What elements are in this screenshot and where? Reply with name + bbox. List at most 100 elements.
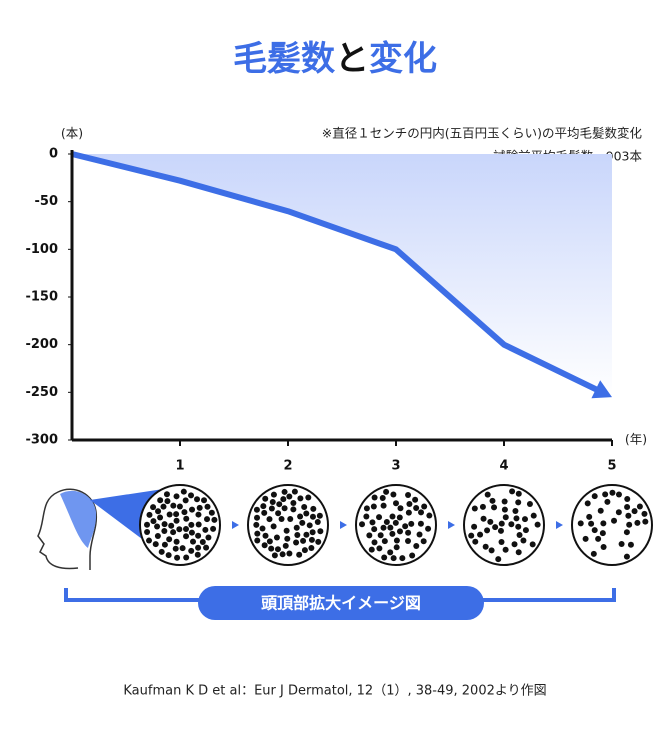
hair-dot: [534, 521, 541, 528]
hair-dot: [286, 550, 293, 557]
line: [71, 151, 605, 396]
hair-dot: [405, 492, 412, 499]
hair-dot: [516, 532, 523, 539]
hair-dot: [176, 503, 183, 510]
hair-dot: [482, 543, 489, 550]
hair-dot: [294, 531, 301, 538]
hair-dot: [195, 511, 202, 518]
hair-dot: [381, 554, 388, 561]
hair-dot: [399, 555, 406, 562]
hair-dot: [183, 533, 190, 540]
hair-dot: [254, 530, 261, 537]
y-tick-label: -250: [25, 385, 58, 400]
hair-dot: [472, 538, 479, 545]
hair-dot: [170, 502, 177, 509]
hair-dot: [498, 538, 505, 545]
hair-dot: [309, 529, 316, 536]
hair-dot: [268, 545, 275, 552]
hair-dot: [279, 551, 286, 558]
hair-dot: [278, 516, 285, 523]
hair-dot: [270, 491, 277, 498]
hair-dot: [511, 541, 518, 548]
hair-dot: [402, 523, 409, 530]
area: [72, 154, 612, 398]
hair-dot: [397, 505, 404, 512]
hair-dot: [625, 512, 632, 519]
hair-dot: [393, 500, 400, 507]
hair-dot: [306, 522, 313, 529]
hair-dot: [495, 556, 502, 563]
hair-dot: [266, 516, 273, 523]
hair-dot: [512, 508, 519, 515]
hair-dot: [582, 535, 589, 542]
x-tick-label: 4: [499, 459, 508, 474]
hair-dot: [176, 526, 183, 533]
hair-dot: [513, 515, 520, 522]
hair-dot: [308, 536, 315, 543]
hair-dot: [468, 532, 475, 539]
hair-dot: [383, 519, 390, 526]
hair-dot: [600, 520, 607, 527]
hair-dot: [317, 528, 324, 535]
title-part: 毛髪数: [233, 39, 335, 79]
hair-dot: [314, 519, 321, 526]
hair-dot: [166, 511, 173, 518]
hair-dot: [421, 503, 428, 510]
hair-dot: [190, 538, 197, 545]
hair-dot: [627, 541, 634, 548]
hair-dot: [381, 538, 388, 545]
hair-dot: [274, 546, 281, 553]
hair-dot: [189, 506, 196, 513]
hair-dot: [530, 512, 537, 519]
hair-dot: [179, 545, 186, 552]
hair-dot: [520, 537, 527, 544]
hair-dot: [157, 497, 164, 504]
hair-dot: [380, 524, 387, 531]
hair-dot: [150, 504, 157, 511]
hair-dot: [161, 541, 168, 548]
note: ※直径１センチの円内(五百円玉くらい)の平均毛髪数変化: [322, 126, 643, 141]
hair-dot: [158, 548, 165, 555]
hair-dot: [290, 499, 297, 506]
hair-dot: [623, 553, 630, 560]
hair-dot: [172, 545, 179, 552]
hair-dot: [194, 551, 201, 558]
hair-dot: [166, 536, 173, 543]
hair-dot: [160, 503, 167, 510]
hair-dot: [293, 524, 300, 531]
hair-dot: [599, 530, 606, 537]
hair-dot: [208, 509, 215, 516]
hair-dot: [270, 523, 277, 530]
hair-dot: [492, 524, 499, 531]
y-tick-label: -50: [35, 194, 59, 209]
title-part: と: [335, 39, 369, 79]
hair-dot: [491, 504, 498, 511]
hair-dot: [173, 493, 180, 500]
hair-dot: [144, 521, 151, 528]
hair-dot: [591, 527, 598, 534]
hair-dot: [409, 552, 416, 559]
hair-dot: [377, 532, 384, 539]
hair-dot: [376, 545, 383, 552]
hair-dot: [168, 522, 175, 529]
hair-dot: [180, 488, 187, 495]
hair-dot: [281, 505, 288, 512]
hair-dot: [260, 503, 267, 510]
hair-dot: [502, 514, 509, 521]
x-tick-label: 1: [175, 459, 184, 474]
hair-dot: [393, 544, 400, 551]
hair-dot: [389, 530, 396, 537]
hair-dot: [425, 525, 432, 532]
hair-dot: [262, 495, 269, 502]
hair-dot: [634, 519, 641, 526]
hair-dot: [150, 518, 157, 525]
hair-dot: [417, 520, 424, 527]
hair-dot: [624, 495, 631, 502]
hair-dot: [396, 514, 403, 521]
hair-dot: [199, 539, 206, 546]
hair-dot: [501, 506, 508, 513]
hair-dot: [379, 495, 386, 502]
hair-dot: [588, 520, 595, 527]
hair-dot: [390, 555, 397, 562]
hair-dot: [194, 496, 201, 503]
